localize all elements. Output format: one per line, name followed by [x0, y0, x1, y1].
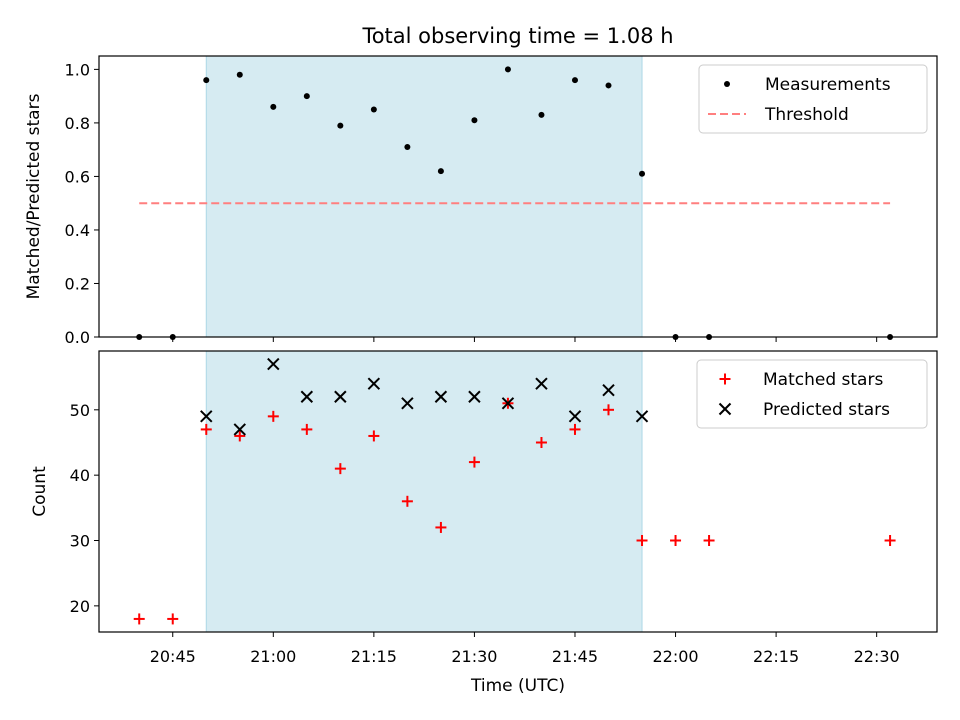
- matched-stars-point: [603, 404, 615, 416]
- y-axis-title: Matched/Predicted stars: [24, 93, 44, 299]
- predicted-stars-point: [300, 390, 314, 403]
- legend-marker-measurements: [724, 81, 730, 87]
- y-tick-label: 0.2: [65, 274, 90, 293]
- legend-marker-matched: [719, 373, 731, 385]
- predicted-stars-point: [267, 357, 280, 371]
- x-tick-label: 21:00: [250, 647, 296, 666]
- matched-stars-point: [636, 535, 648, 547]
- matched-stars-point: [200, 423, 212, 435]
- matched-stars-point: [569, 423, 581, 435]
- predicted-stars-point: [334, 390, 347, 403]
- matched-stars-point: [167, 613, 179, 625]
- matched-stars-point: [703, 535, 715, 547]
- measurement-point: [404, 143, 411, 150]
- y-tick-label: 0.8: [65, 114, 90, 133]
- x-axis-title: Time (UTC): [470, 676, 565, 696]
- x-tick-label: 22:00: [652, 647, 698, 666]
- plot-frame: [98, 350, 938, 633]
- legend: Matched stars Predicted stars: [696, 359, 928, 429]
- matched-stars-point: [670, 535, 682, 547]
- predicted-stars-point: [401, 397, 414, 410]
- matched-stars-point: [884, 535, 896, 547]
- predicted-stars-point: [367, 377, 381, 390]
- predicted-stars-point: [535, 377, 548, 390]
- y-tick-label: 1.0: [65, 60, 90, 79]
- predicted-stars-point: [200, 410, 213, 423]
- predicted-stars-point: [501, 397, 515, 410]
- legend: Measurements Threshold: [698, 64, 928, 134]
- matched-stars-point: [435, 521, 447, 533]
- figure-title: Total observing time = 1.08 h: [361, 24, 673, 48]
- matched-stars-point: [234, 430, 246, 442]
- matched-stars-point: [301, 423, 313, 435]
- y-tick-label: 40: [70, 466, 90, 485]
- y-tick-label: 30: [70, 532, 90, 551]
- measurement-point: [270, 103, 277, 110]
- observing-window-shade: [205, 350, 643, 633]
- x-tick-label: 22:30: [854, 647, 900, 666]
- matched-stars-point: [267, 410, 279, 422]
- y-tick-label: 50: [70, 401, 90, 420]
- predicted-stars-point: [233, 423, 246, 436]
- predicted-stars-point: [602, 384, 615, 397]
- legend-label: Predicted stars: [763, 400, 890, 420]
- measurement-point: [605, 82, 612, 89]
- plot-frame: [98, 55, 938, 338]
- measurement-point: [337, 122, 344, 129]
- y-tick-label: 0.6: [65, 167, 90, 186]
- matched-stars-point: [133, 613, 145, 625]
- measurement-point: [370, 106, 377, 113]
- measurement-point: [236, 71, 243, 78]
- matched-stars-point: [535, 436, 547, 448]
- y-tick-label: 0.0: [65, 328, 90, 347]
- y-tick-label: 20: [70, 597, 90, 616]
- matched-stars-point: [468, 456, 480, 468]
- y-axis-title: Count: [30, 466, 50, 517]
- x-tick-label: 20:45: [150, 647, 196, 666]
- matched-stars-point: [334, 463, 346, 475]
- x-tick-label: 21:45: [552, 647, 598, 666]
- x-tick-label: 21:15: [351, 647, 397, 666]
- x-tick-label: 21:30: [451, 647, 497, 666]
- measurement-point: [303, 93, 310, 100]
- bottom-panel: 20 30 40 50 20:45 21:00 21:15 21:30 21:45 22:00 22…: [30, 350, 938, 666]
- predicted-stars-point: [635, 410, 649, 423]
- measurement-point: [639, 170, 646, 177]
- x-tick-label: 22:15: [753, 647, 799, 666]
- legend-marker-predicted: [718, 402, 732, 416]
- predicted-stars-point: [468, 390, 481, 403]
- y-tick-label: 0.4: [65, 221, 90, 240]
- legend-label: Matched stars: [763, 370, 883, 390]
- predicted-stars-point: [568, 410, 582, 423]
- measurement-point: [437, 168, 444, 175]
- observing-window-shade: [205, 55, 643, 338]
- legend-label: Threshold: [764, 105, 849, 125]
- measurement-point: [203, 77, 210, 84]
- legend-label: Measurements: [765, 75, 891, 95]
- matched-stars-point: [368, 430, 380, 442]
- predicted-stars-point: [434, 390, 448, 403]
- measurement-point: [504, 66, 511, 73]
- matched-stars-point: [401, 495, 413, 507]
- top-panel: 0.0 0.2 0.4 0.6 0.8 1.0 Matched/Predicted star…: [24, 55, 938, 347]
- measurement-point: [538, 111, 545, 118]
- measurement-point: [571, 77, 578, 84]
- measurement-point: [471, 117, 478, 124]
